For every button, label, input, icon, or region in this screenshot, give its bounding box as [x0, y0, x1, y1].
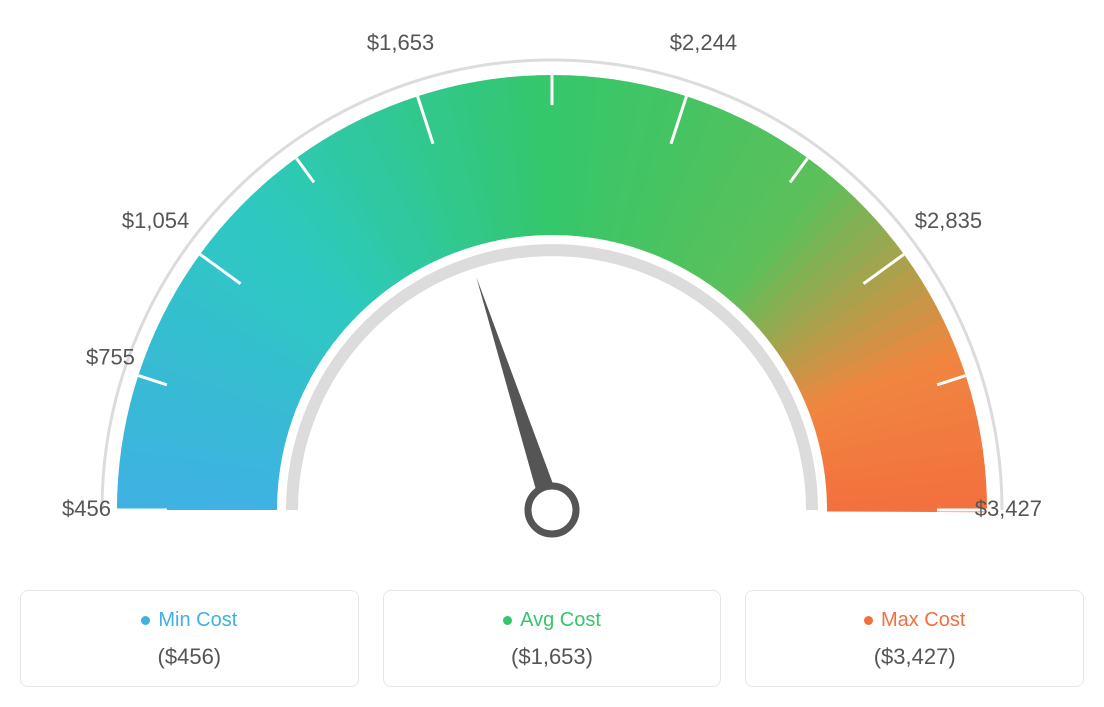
svg-text:$2,835: $2,835	[915, 208, 982, 233]
avg-cost-dot	[503, 616, 512, 625]
avg-cost-value: ($1,653)	[394, 644, 711, 670]
min-cost-value: ($456)	[31, 644, 348, 670]
gauge-svg: $456 $755 $1,054 $1,653 $2,244 $2,835 $3,427	[20, 20, 1084, 560]
max-cost-value: ($3,427)	[756, 644, 1073, 670]
gauge-chart: $456 $755 $1,054 $1,653 $2,244 $2,835 $3,427	[20, 20, 1084, 560]
max-cost-dot	[864, 616, 873, 625]
svg-text:$456: $456	[62, 496, 111, 521]
min-cost-label: Min Cost	[141, 609, 237, 632]
summary-cards: Min Cost ($456) Avg Cost ($1,653) Max Co…	[20, 590, 1084, 687]
min-cost-label-text: Min Cost	[158, 609, 237, 632]
avg-cost-label-text: Avg Cost	[520, 609, 601, 632]
avg-cost-card: Avg Cost ($1,653)	[383, 590, 722, 687]
svg-text:$1,054: $1,054	[122, 208, 189, 233]
max-cost-label-text: Max Cost	[881, 609, 965, 632]
min-cost-card: Min Cost ($456)	[20, 590, 359, 687]
svg-text:$1,653: $1,653	[367, 30, 434, 55]
svg-text:$3,427: $3,427	[975, 496, 1042, 521]
svg-text:$755: $755	[86, 344, 135, 369]
max-cost-card: Max Cost ($3,427)	[745, 590, 1084, 687]
avg-cost-label: Avg Cost	[503, 609, 601, 632]
min-cost-dot	[141, 616, 150, 625]
svg-text:$2,244: $2,244	[670, 30, 737, 55]
max-cost-label: Max Cost	[864, 609, 965, 632]
